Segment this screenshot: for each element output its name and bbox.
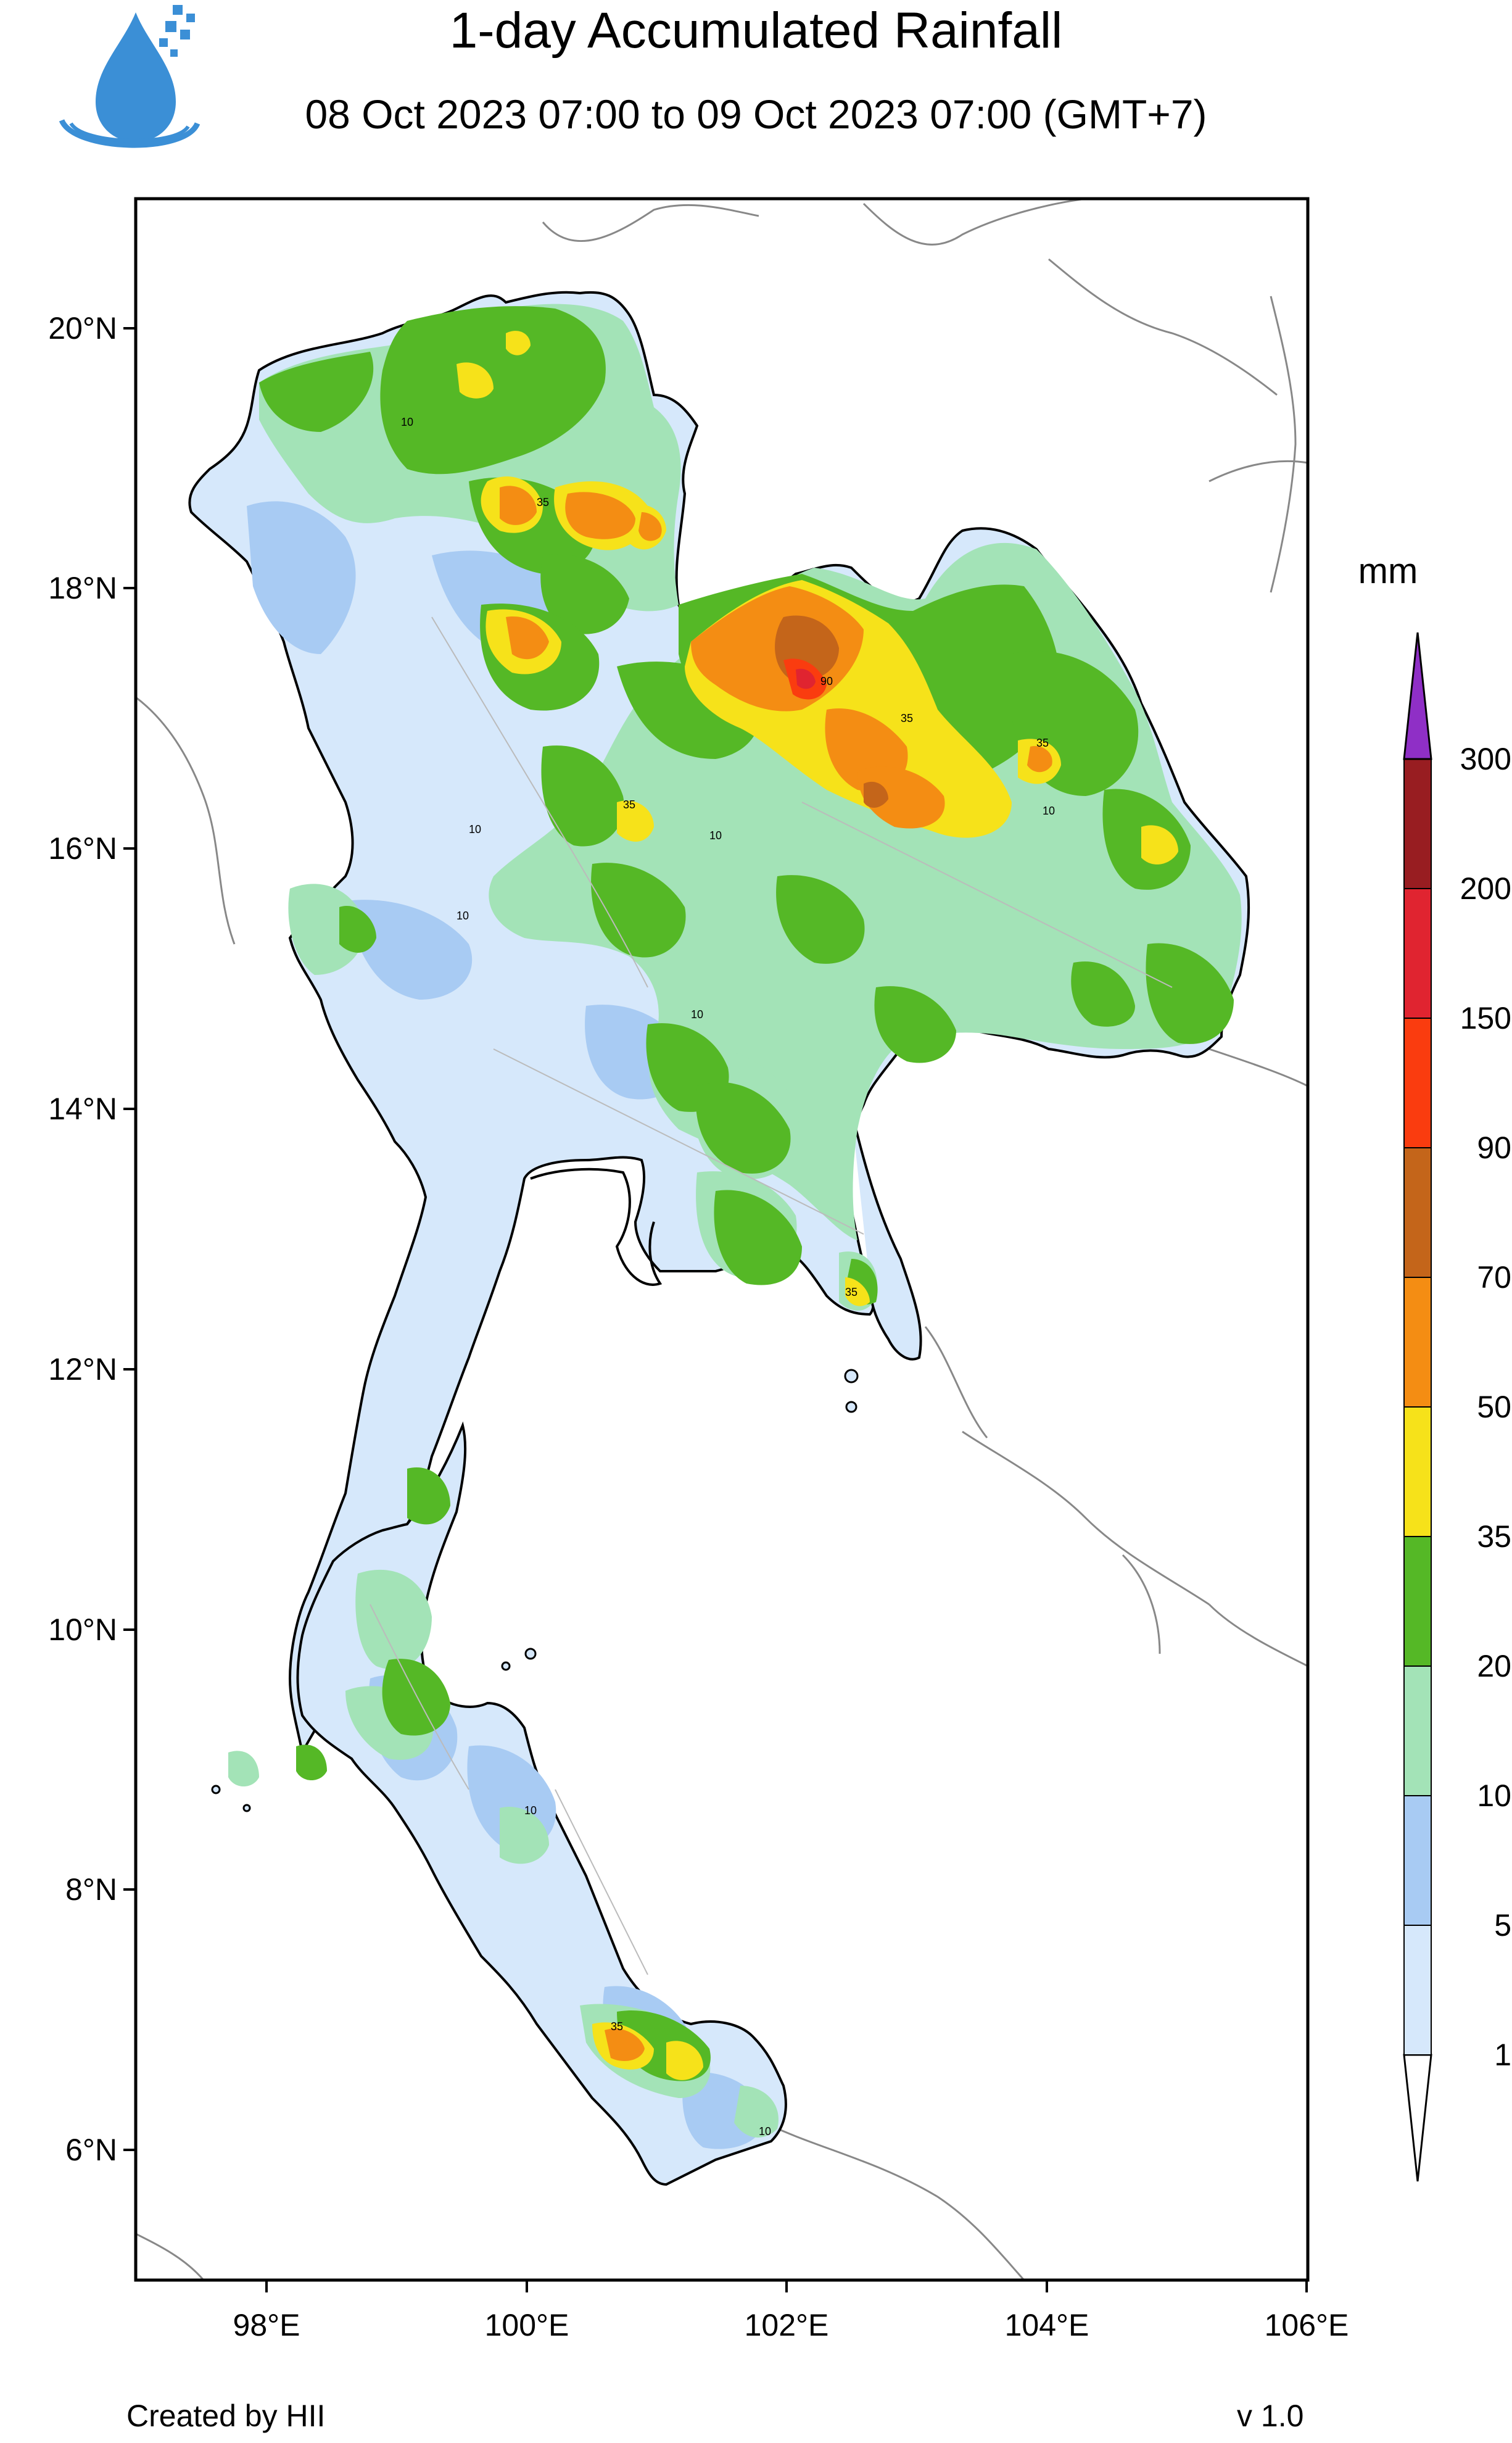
colorbar-segment xyxy=(1403,1277,1432,1408)
colorbar-tick-label: 50 xyxy=(1477,1390,1511,1424)
contour-label: 10 xyxy=(401,416,413,428)
lon-label: 98°E xyxy=(233,2308,300,2342)
colorbar-segment xyxy=(1403,1536,1432,1667)
contour-label: 35 xyxy=(537,496,549,508)
legend-unit: mm xyxy=(1358,551,1418,591)
lon-label: 100°E xyxy=(485,2308,569,2342)
lon-label: 102°E xyxy=(745,2308,829,2342)
lat-label: 14°N xyxy=(48,1092,117,1126)
lat-label: 12°N xyxy=(48,1352,117,1387)
colorbar-tick-label: 1 xyxy=(1494,2038,1511,2072)
lon-label: 106°E xyxy=(1265,2308,1349,2342)
colorbar-segment xyxy=(1403,1925,1432,2055)
version-text: v 1.0 xyxy=(1237,2399,1304,2433)
contour-label: 10 xyxy=(469,823,481,836)
lat-label: 18°N xyxy=(48,571,117,605)
contour-label: 35 xyxy=(845,1286,857,1298)
lon-label: 104°E xyxy=(1005,2308,1089,2342)
legend-colorbar xyxy=(1403,632,1432,2182)
contour-label: 35 xyxy=(901,712,913,724)
contour-label: 10 xyxy=(456,910,469,922)
lat-label: 20°N xyxy=(48,311,117,346)
colorbar-tick-label: 90 xyxy=(1477,1130,1511,1165)
colorbar-tick-label: 150 xyxy=(1460,1001,1511,1035)
contour-label: 10 xyxy=(1043,805,1055,817)
colorbar-tick-label: 200 xyxy=(1460,871,1511,906)
water-drop-icon xyxy=(96,12,176,142)
colorbar-tick-label: 10 xyxy=(1477,1778,1511,1813)
contour-label: 35 xyxy=(1036,737,1049,749)
lon-labels: 98°E 100°E 102°E 104°E 106°E xyxy=(233,2308,1349,2342)
contour-label: 10 xyxy=(759,2125,771,2138)
colorbar-low-triangle xyxy=(1403,2054,1432,2182)
colorbar-segment xyxy=(1403,1795,1432,1926)
province-boundaries xyxy=(370,616,1173,1975)
colorbar-tick-label: 20 xyxy=(1477,1649,1511,1683)
neighbor-borders xyxy=(136,199,1308,2280)
contour-label: 35 xyxy=(611,2020,623,2033)
colorbar-tick-label: 35 xyxy=(1477,1519,1511,1554)
chart-title: 1-day Accumulated Rainfall xyxy=(449,2,1063,59)
credit-text: Created by HII xyxy=(126,2399,326,2433)
islands xyxy=(211,1369,859,1812)
colorbar-segment xyxy=(1403,1665,1432,1796)
lat-ticks xyxy=(123,327,136,2151)
map-frame xyxy=(134,197,1310,2282)
contour-label: 90 xyxy=(820,675,833,687)
lat-label: 6°N xyxy=(65,2133,117,2167)
colorbar-segment xyxy=(1403,888,1432,1019)
colorbar-tick-label: 5 xyxy=(1494,1908,1511,1943)
colorbar-segment xyxy=(1403,1018,1432,1148)
lat-label: 8°N xyxy=(65,1872,117,1907)
colorbar-tick-label: 300 xyxy=(1460,742,1511,776)
colorbar-segment xyxy=(1403,758,1432,889)
contour-label: 10 xyxy=(709,829,722,842)
colorbar-high-triangle xyxy=(1403,632,1432,760)
lon-ticks xyxy=(265,2280,1308,2292)
rain-class-150-areas xyxy=(796,668,816,689)
lat-labels: 20°N 18°N 16°N 14°N 12°N 10°N 8°N 6°N xyxy=(48,311,117,2167)
contour-labels: 10 35 90 35 10 35 10 10 10 35 10 35 10 1… xyxy=(401,416,1055,2138)
contour-label: 35 xyxy=(623,798,635,811)
hii-logo xyxy=(59,5,200,148)
lat-label: 10°N xyxy=(48,1612,117,1647)
colorbar-segment xyxy=(1403,1406,1432,1537)
legend-labels: 1 5 10 20 35 50 70 90 150 200 300 xyxy=(1460,742,1511,2072)
colorbar-tick-label: 70 xyxy=(1477,1260,1511,1295)
chart-subtitle: 08 Oct 2023 07:00 to 09 Oct 2023 07:00 (… xyxy=(305,91,1207,137)
contour-label: 10 xyxy=(691,1008,703,1021)
pixel-squares-icon xyxy=(159,5,195,57)
colorbar-segment xyxy=(1403,1147,1432,1278)
lat-label: 16°N xyxy=(48,831,117,866)
contour-label: 10 xyxy=(524,1804,537,1817)
